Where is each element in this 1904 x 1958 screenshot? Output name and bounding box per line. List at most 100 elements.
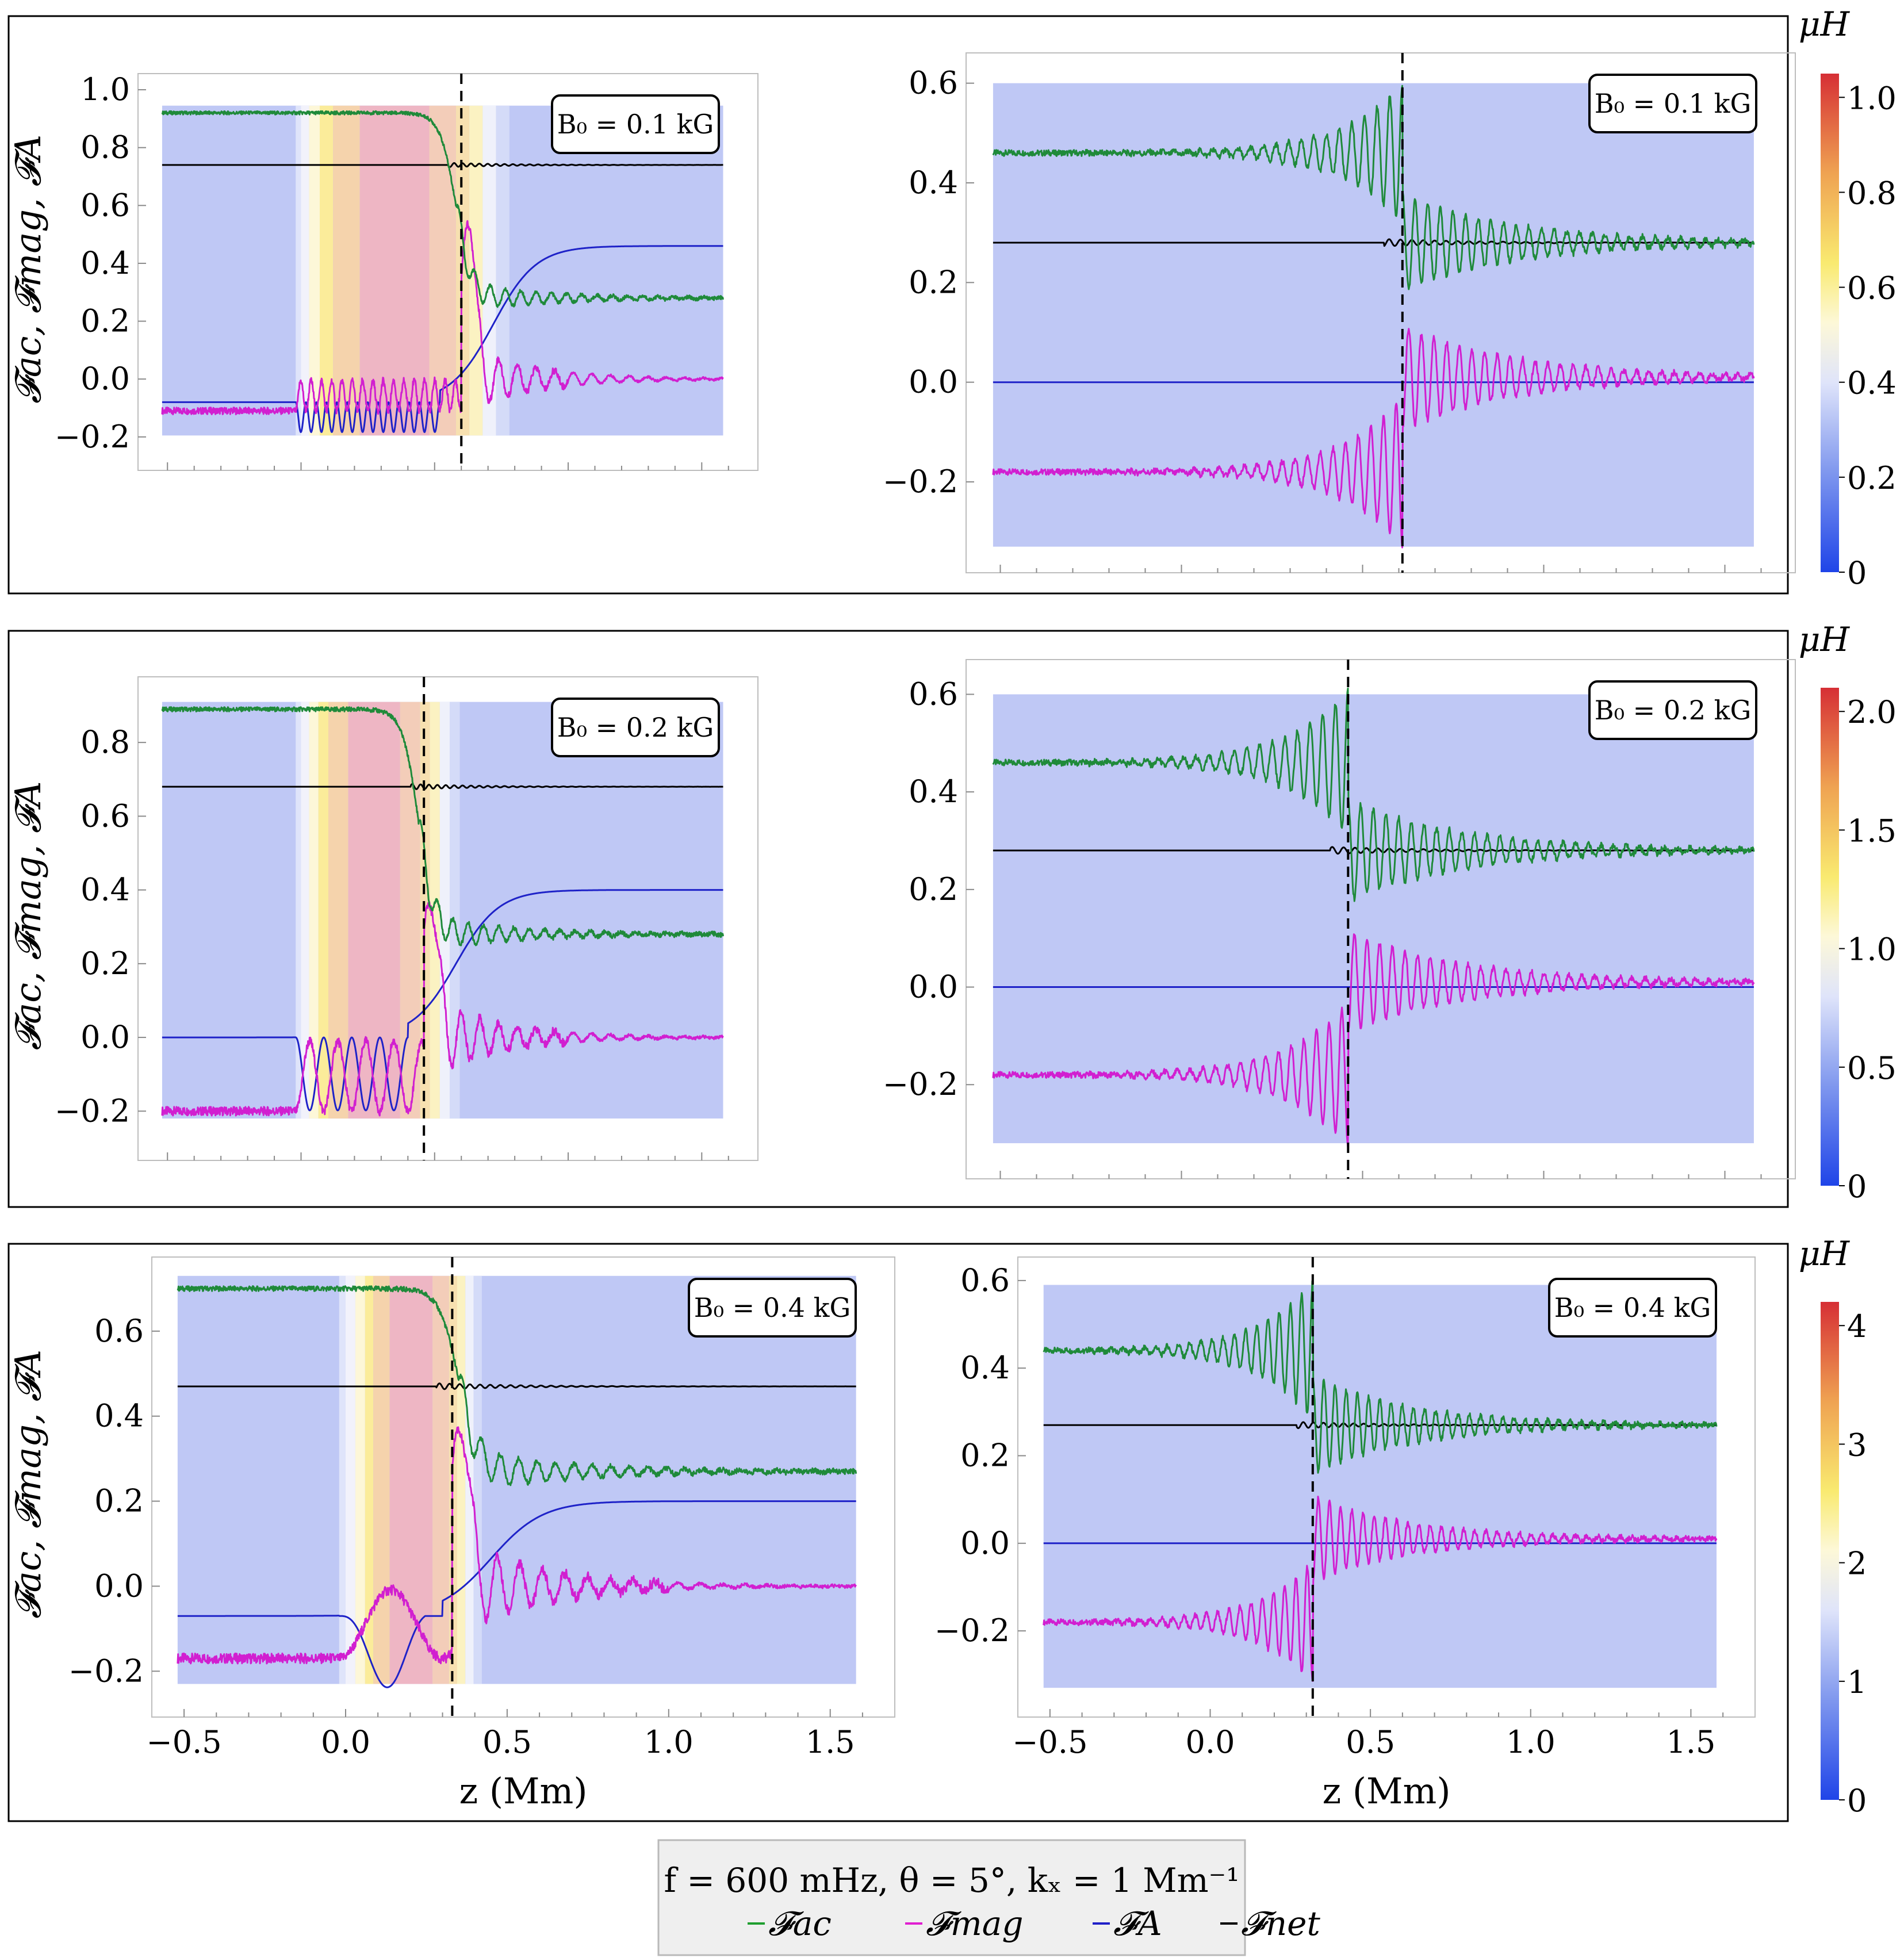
legend-box [657, 1839, 1246, 1956]
mu-band-1 [346, 1275, 355, 1684]
b-field-label: B₀ = 0.2 kG [557, 712, 714, 743]
plot-0-right: −0.2 0.0 0.2 0.4 0.6 B₀ = 0.1 kG [883, 52, 1796, 573]
colorbar-tick-label: 1.0 [1847, 932, 1897, 968]
ytick-label: 0.0 [81, 1019, 130, 1055]
ytick-label: 0.6 [909, 676, 958, 712]
axis-frame [151, 1256, 895, 1718]
mu-band-8 [457, 1275, 466, 1684]
plot-2-right: −0.2 0.0 0.2 0.4 0.6 −0.5 0.0 0.5 1.0 1.5 z (Mm) B₀… [934, 1256, 1756, 1812]
ytick-label: −0.2 [883, 463, 958, 500]
mu-band-9 [482, 105, 496, 436]
mu-band-4 [373, 1275, 390, 1684]
mu-band-1 [301, 105, 309, 436]
b-field-label-box [1548, 1278, 1717, 1338]
alfven-flux-line [177, 1500, 857, 1688]
ytick-label: 0.0 [94, 1568, 144, 1604]
ytick-label: −0.2 [934, 1612, 1010, 1649]
b-field-label-box [551, 94, 720, 154]
mu-band-8 [430, 702, 440, 1119]
axis-frame [966, 659, 1796, 1179]
ytick-label: 0.4 [960, 1350, 1010, 1386]
b-field-label: B₀ = 0.2 kG [1595, 695, 1751, 726]
colorbar-2: μH 0 1 2 3 4 [1799, 1234, 1867, 1819]
b-field-label-box [1588, 74, 1757, 133]
mu-band-3 [318, 702, 328, 1119]
colorbar-gradient [1821, 688, 1839, 1186]
ytick-label: 0.2 [81, 303, 130, 339]
legend-label-2: 𝓕A [1113, 1904, 1162, 1943]
mu-band-2 [309, 702, 319, 1119]
colorbar-tick-label: 2.0 [1847, 694, 1897, 730]
axis-frame [966, 52, 1796, 573]
mu-band-10 [473, 1275, 482, 1684]
acoustic-flux-line [161, 706, 724, 947]
plot-background [1043, 1285, 1717, 1688]
ytick-label: 0.4 [909, 773, 958, 810]
mu-band-3 [365, 1275, 374, 1684]
mu-band-0 [296, 702, 301, 1119]
magnetic-flux-line [1043, 1496, 1718, 1682]
y-axis-title: 𝓕ac, 𝓕mag, 𝓕A [7, 135, 49, 404]
magnetic-flux-line [177, 1426, 857, 1665]
legend-parameters: f = 600 mHz, θ = 5°, kₓ = 1 Mm⁻¹ [664, 1861, 1239, 1900]
b-field-label: B₀ = 0.4 kG [694, 1292, 851, 1323]
xtick-label: −0.5 [1012, 1724, 1087, 1760]
net-flux-line [162, 783, 724, 790]
ytick-label: 0.6 [960, 1262, 1010, 1298]
colorbars-layer: μH 0 0.2 0.4 0.6 0.8 1.0 μH 0 0.5 1.0 1.5 2.0 μH 0 1 2 3 4 [1799, 5, 1897, 1819]
net-flux-line [993, 846, 1754, 855]
y-axis-title: 𝓕ac, 𝓕mag, 𝓕A [7, 1350, 49, 1619]
ytick-label: 0.6 [81, 187, 130, 223]
b-field-label-box [1588, 680, 1757, 740]
ytick-label: 1.0 [81, 71, 130, 108]
xtick-label: 0.5 [1346, 1724, 1395, 1760]
magnetic-flux-line [161, 901, 724, 1117]
mu-band-8 [469, 105, 483, 436]
ytick-label: 0.0 [909, 364, 958, 400]
row-frame-3 [7, 1243, 1789, 1822]
ytick-label: 0.2 [81, 945, 130, 982]
xtick-label: 0.0 [1186, 1724, 1235, 1760]
ytick-label: 0.0 [960, 1525, 1010, 1561]
b-field-label: B₀ = 0.4 kG [1554, 1292, 1711, 1323]
mu-band-4 [328, 702, 348, 1119]
ytick-label: 0.2 [909, 871, 958, 907]
ytick-label: 0.2 [960, 1437, 1010, 1473]
xtick-label: 0.0 [321, 1724, 370, 1760]
ytick-label: 0.4 [909, 164, 958, 201]
acoustic-flux-line [992, 85, 1755, 290]
ytick-label: 0.2 [94, 1483, 144, 1519]
acoustic-flux-line [177, 1285, 857, 1486]
net-flux-line [177, 1382, 857, 1390]
mu-band-2 [309, 105, 320, 436]
mu-band-10 [496, 105, 509, 436]
mu-band-10 [450, 702, 460, 1119]
colorbar-tick-label: 0.6 [1847, 270, 1897, 306]
colorbar-tick-label: 0.8 [1847, 175, 1897, 211]
plot-2-left: −0.2 0.0 0.2 0.4 0.6 −0.5 0.0 0.5 1.0 1.5 z (Mm) 𝓕a… [7, 1256, 895, 1812]
axis-frame [137, 73, 758, 471]
colorbar-tick-label: 0 [1847, 1168, 1867, 1205]
legend-label-1: 𝓕mag [926, 1904, 1024, 1943]
legend: f = 600 mHz, θ = 5°, kₓ = 1 Mm⁻¹ 𝓕ac 𝓕mag… [657, 1839, 1320, 1956]
colorbar-title: μH [1799, 620, 1851, 659]
plot-1-right: −0.2 0.0 0.2 0.4 0.6 B₀ = 0.2 kG [883, 659, 1796, 1179]
xtick-label: −0.5 [147, 1724, 222, 1760]
colorbar-tick-label: 2 [1847, 1546, 1867, 1582]
axis-frame [137, 676, 758, 1161]
colorbar-tick-label: 1.5 [1847, 813, 1897, 849]
ytick-label: 0.4 [81, 872, 130, 908]
ytick-label: 0.4 [94, 1398, 144, 1434]
plot-1-left: −0.2 0.0 0.2 0.4 0.6 0.8 𝓕ac, 𝓕mag, 𝓕A B₀ = 0.2… [7, 676, 758, 1161]
colorbar-1: μH 0 0.5 1.0 1.5 2.0 [1799, 620, 1897, 1205]
plot-background [993, 694, 1754, 1144]
ytick-label: 0.6 [94, 1313, 144, 1349]
ytick-label: −0.2 [68, 1653, 144, 1689]
magnetic-flux-line [992, 328, 1755, 549]
x-axis-title: z (Mm) [1322, 1770, 1450, 1812]
legend-items: 𝓕ac 𝓕mag 𝓕A 𝓕net [748, 1904, 1320, 1943]
ytick-label: −0.2 [55, 1093, 130, 1129]
mu-band-9 [439, 702, 450, 1119]
x-axis-title: z (Mm) [459, 1770, 587, 1812]
